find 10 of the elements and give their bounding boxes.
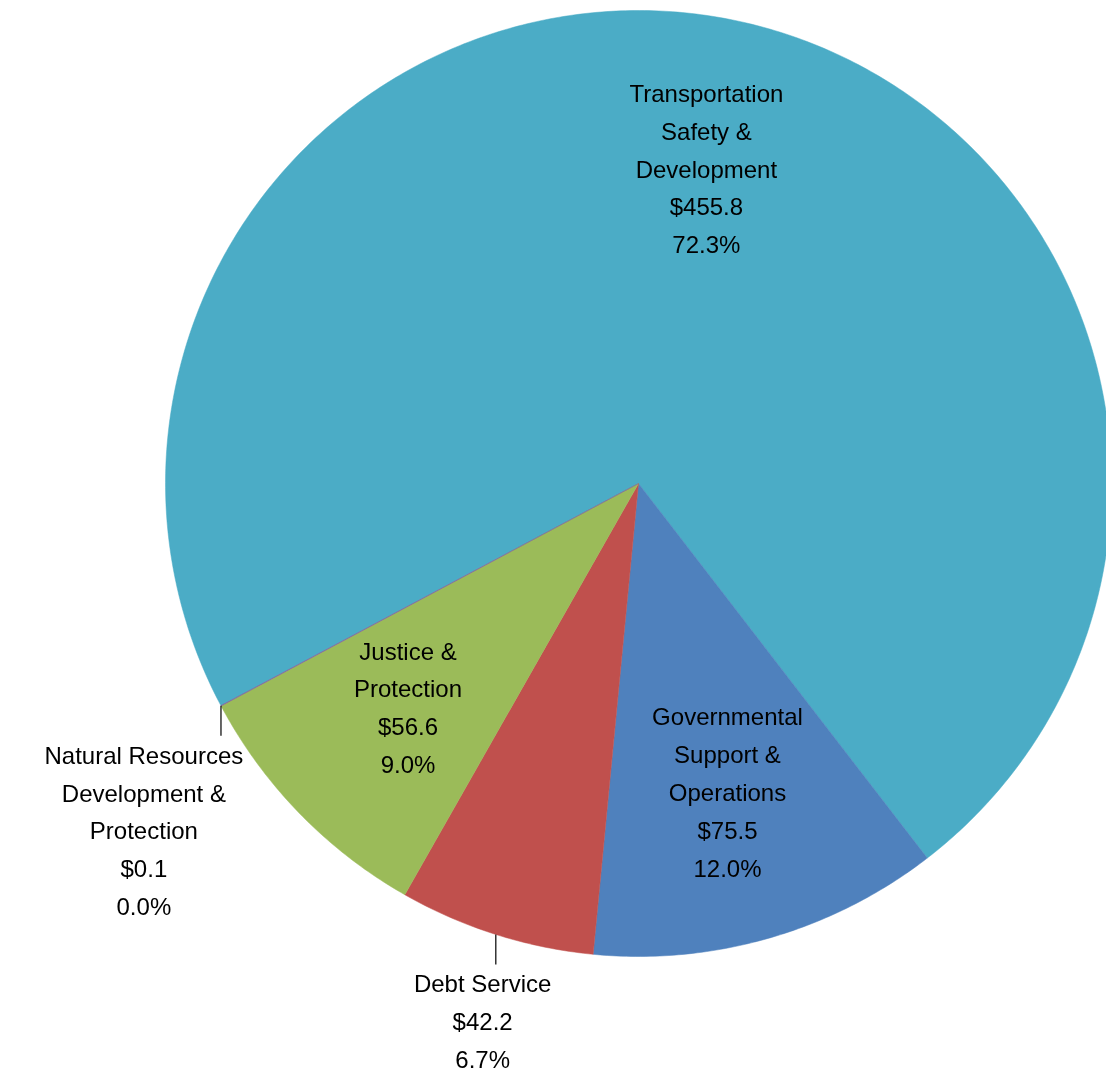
slice-label: Debt Service — [413, 970, 552, 998]
data-label: $42.2 6.7% — [452, 1008, 513, 1074]
slice-label: Justice & Protection — [353, 637, 463, 703]
slice-label: Governmental Support & Operations — [652, 703, 803, 807]
data-label: $0.1 0.0% — [116, 855, 172, 920]
data-label: $75.5 12.0% — [693, 816, 762, 882]
data-label: $455.8 72.3% — [669, 193, 744, 259]
slice-label: Natural Resources Development & Protection — [44, 741, 244, 845]
slice-label: Transportation Safety & Development — [629, 80, 784, 183]
data-label: $56.6 9.0% — [377, 713, 439, 779]
